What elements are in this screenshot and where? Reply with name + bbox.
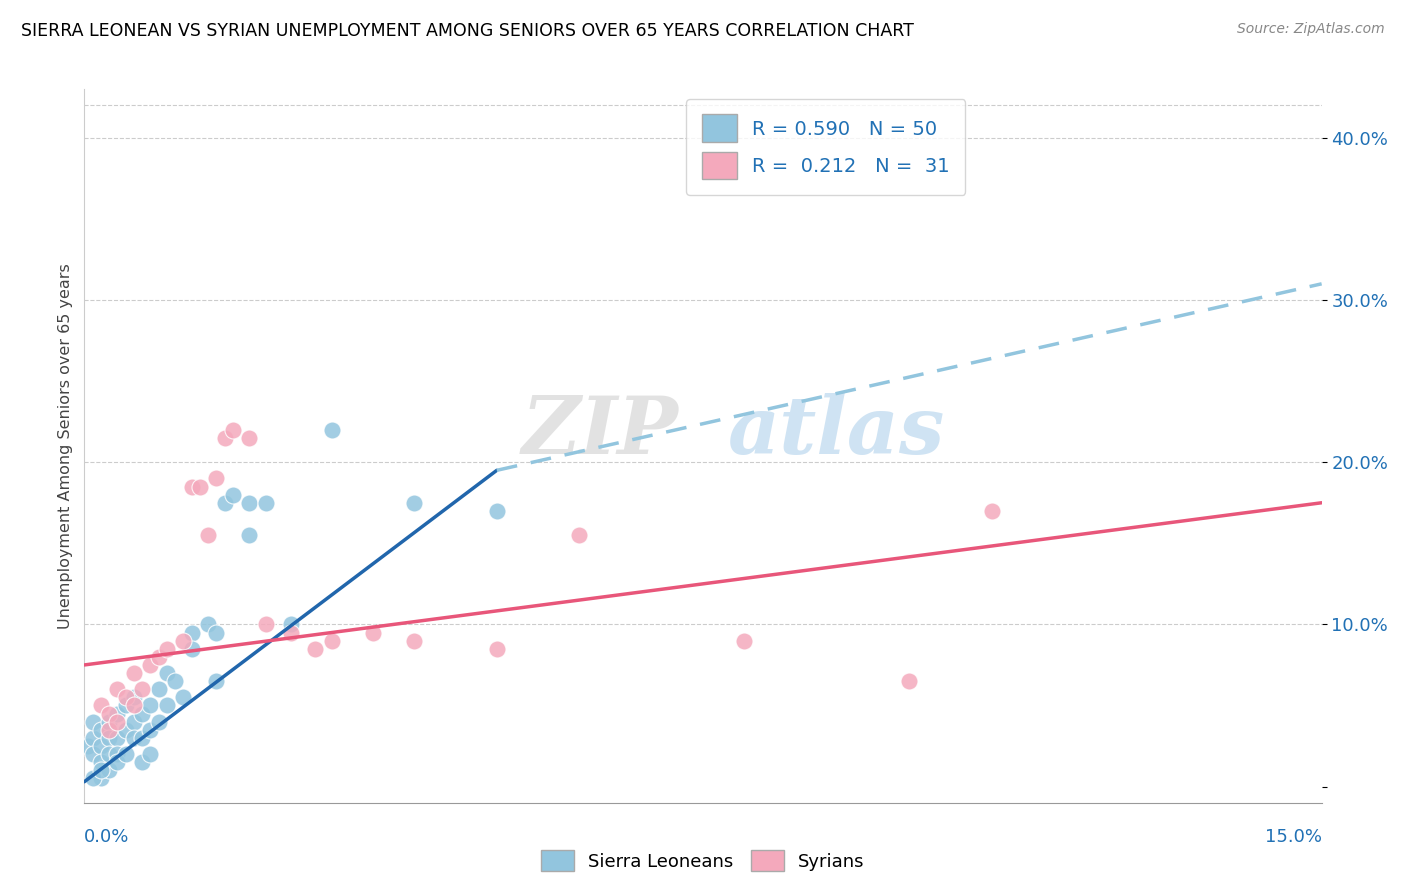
Point [205, 471, 228, 485]
Point [214, 496, 236, 510]
Text: atlas: atlas [728, 393, 945, 470]
Point [148, 649, 170, 664]
Point [180, 641, 202, 656]
Point [114, 747, 136, 761]
Point [214, 431, 236, 445]
Point [205, 674, 228, 689]
Legend: Sierra Leoneans, Syrians: Sierra Leoneans, Syrians [534, 843, 872, 879]
Point [139, 657, 162, 672]
Point [90, 772, 112, 786]
Point [114, 698, 136, 713]
Point [77, 739, 100, 753]
Point [114, 690, 136, 705]
Point [280, 625, 302, 640]
Point [485, 641, 508, 656]
Point [90, 723, 112, 737]
Text: ZIP: ZIP [522, 393, 678, 470]
Point [139, 698, 162, 713]
Point [98, 723, 121, 737]
Point [105, 756, 128, 770]
Point [222, 423, 245, 437]
Point [82, 714, 104, 729]
Point [180, 625, 202, 640]
Point [90, 739, 112, 753]
Text: 15.0%: 15.0% [1264, 828, 1322, 846]
Point [98, 706, 121, 721]
Point [156, 666, 179, 681]
Point [304, 641, 326, 656]
Point [131, 731, 153, 745]
Y-axis label: Unemployment Among Seniors over 65 years: Unemployment Among Seniors over 65 years [58, 263, 73, 629]
Point [98, 747, 121, 761]
Point [105, 747, 128, 761]
Point [361, 625, 384, 640]
Point [122, 731, 145, 745]
Point [254, 617, 277, 632]
Point [404, 633, 426, 648]
Point [90, 756, 112, 770]
Point [82, 772, 104, 786]
Point [321, 633, 343, 648]
Text: 0.0%: 0.0% [84, 828, 129, 846]
Point [139, 747, 162, 761]
Point [222, 488, 245, 502]
Point [122, 666, 145, 681]
Point [105, 682, 128, 697]
Point [197, 617, 219, 632]
Point [90, 698, 112, 713]
Point [98, 731, 121, 745]
Point [238, 528, 260, 542]
Point [139, 723, 162, 737]
Point [188, 479, 211, 493]
Point [122, 690, 145, 705]
Text: Source: ZipAtlas.com: Source: ZipAtlas.com [1237, 22, 1385, 37]
Point [568, 528, 591, 542]
Point [404, 496, 426, 510]
Point [238, 496, 260, 510]
Point [148, 682, 170, 697]
Point [82, 747, 104, 761]
Point [82, 731, 104, 745]
Point [148, 714, 170, 729]
Point [898, 674, 921, 689]
Text: SIERRA LEONEAN VS SYRIAN UNEMPLOYMENT AMONG SENIORS OVER 65 YEARS CORRELATION CH: SIERRA LEONEAN VS SYRIAN UNEMPLOYMENT AM… [21, 22, 914, 40]
Point [321, 423, 343, 437]
Point [280, 617, 302, 632]
Point [172, 633, 194, 648]
Point [122, 698, 145, 713]
Point [131, 682, 153, 697]
Point [205, 625, 228, 640]
Point [156, 641, 179, 656]
Point [131, 706, 153, 721]
Point [114, 723, 136, 737]
Point [238, 431, 260, 445]
Point [172, 690, 194, 705]
Point [180, 479, 202, 493]
Point [156, 698, 179, 713]
Point [131, 756, 153, 770]
Point [980, 504, 1002, 518]
Point [105, 706, 128, 721]
Point [165, 674, 187, 689]
Point [105, 731, 128, 745]
Point [122, 714, 145, 729]
Point [485, 504, 508, 518]
Point [254, 496, 277, 510]
Point [98, 764, 121, 778]
Point [733, 633, 755, 648]
Legend: R = 0.590   N = 50, R =  0.212   N =  31: R = 0.590 N = 50, R = 0.212 N = 31 [686, 99, 966, 194]
Point [98, 714, 121, 729]
Point [90, 764, 112, 778]
Point [197, 528, 219, 542]
Point [105, 714, 128, 729]
